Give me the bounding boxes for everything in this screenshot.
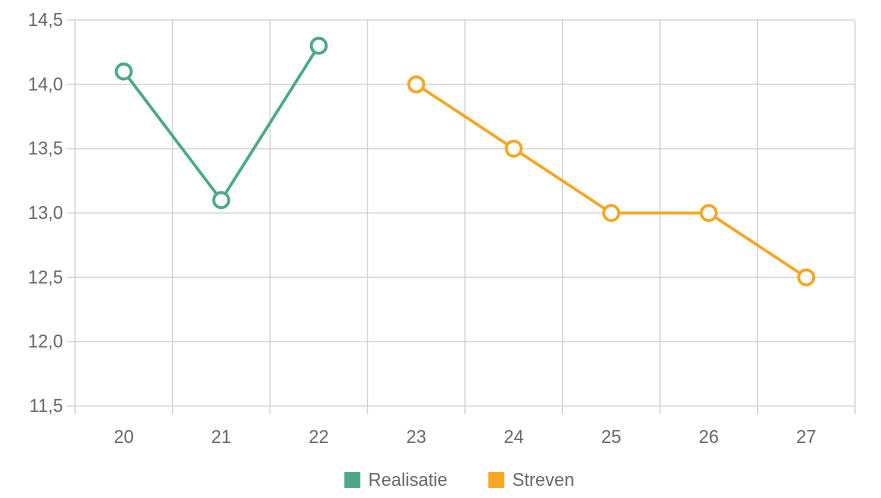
data-point-streven (407, 75, 426, 94)
y-tick-label: 14,5 (28, 10, 63, 30)
x-tick-label: 20 (114, 427, 134, 447)
data-point-streven (797, 268, 816, 287)
chart-legend: Realisatie Streven (344, 470, 574, 490)
x-tick-label: 24 (504, 427, 524, 447)
data-point-streven (504, 139, 523, 158)
y-axis: 11,5 12,0 12,5 13,0 13,5 14,0 14,5 (28, 10, 63, 416)
legend-label-realisatie: Realisatie (368, 470, 447, 490)
legend-swatch-streven (488, 472, 505, 488)
x-tick-label: 27 (796, 427, 816, 447)
x-tick-label: 21 (211, 427, 231, 447)
x-tick-label: 25 (601, 427, 621, 447)
data-point-streven (699, 204, 718, 222)
data-point-streven (602, 204, 621, 222)
x-tick-label: 23 (406, 427, 426, 447)
data-point-realisatie (114, 62, 133, 81)
series-line-realisatie (122, 44, 321, 202)
chart-grid (67, 19, 856, 414)
y-tick-label: 13,5 (28, 139, 63, 159)
y-tick-label: 13,0 (28, 203, 63, 223)
x-tick-label: 26 (699, 427, 719, 447)
y-tick-label: 12,0 (28, 332, 63, 352)
y-tick-label: 14,0 (28, 74, 63, 94)
y-tick-label: 11,5 (29, 396, 63, 416)
x-axis: 20 21 22 23 24 25 26 27 (114, 427, 817, 447)
chart-series (114, 36, 816, 287)
legend-swatch-realisatie (344, 472, 361, 488)
x-tick-label: 22 (309, 427, 329, 447)
data-point-realisatie (309, 36, 328, 55)
series-line-streven (415, 83, 808, 279)
y-tick-label: 12,5 (28, 267, 63, 287)
data-point-realisatie (212, 191, 231, 210)
legend-label-streven: Streven (512, 470, 574, 490)
